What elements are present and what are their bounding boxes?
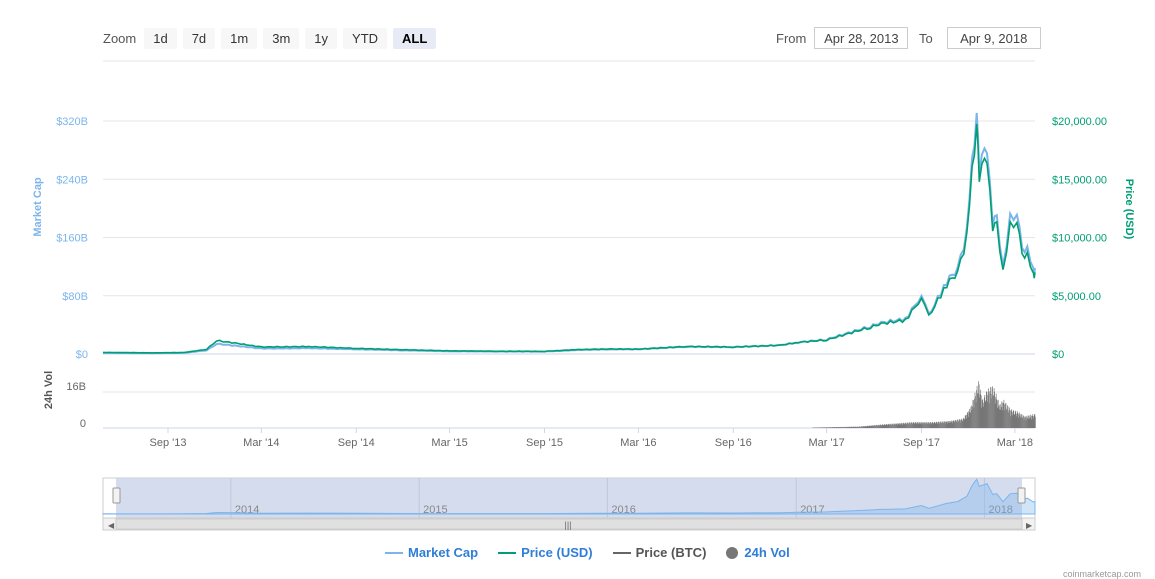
legend-price-btc-label: Price (BTC) <box>636 545 707 560</box>
x-tick-label: Mar '16 <box>620 437 656 449</box>
volume-tick-16b: 16B <box>66 381 86 393</box>
left-axis: $0 $80B $160B $240B $320B <box>56 116 88 361</box>
scroll-right-arrow-icon[interactable]: ▶ <box>1026 521 1033 530</box>
legend-price-usd[interactable]: Price (USD) <box>498 545 593 560</box>
right-tick-label: $0 <box>1052 349 1064 361</box>
right-axis: $0 $5,000.00 $10,000.00 $15,000.00 $20,000.0… <box>1052 116 1107 361</box>
left-tick-label: $80B <box>62 291 88 303</box>
legend-24h-vol-label: 24h Vol <box>744 545 789 560</box>
x-tick-label: Mar '17 <box>808 437 844 449</box>
series-lines <box>103 113 1035 353</box>
legend-market-cap-label: Market Cap <box>408 545 478 560</box>
left-tick-label: $0 <box>76 349 88 361</box>
right-tick-label: $20,000.00 <box>1052 116 1107 128</box>
x-tick-label: Sep '15 <box>526 437 563 449</box>
legend-market-cap-swatch <box>385 552 403 554</box>
x-tick-label: Sep '16 <box>715 437 752 449</box>
x-tick-label: Mar '15 <box>431 437 467 449</box>
legend-24h-vol-swatch <box>726 547 738 559</box>
scrollbar-grip-icon: ||| <box>564 520 571 530</box>
right-axis-title: Price (USD) <box>1123 179 1135 240</box>
x-tick-label: Mar '18 <box>997 437 1033 449</box>
x-tick-label: Sep '17 <box>903 437 940 449</box>
legend-price-btc-swatch <box>613 552 631 554</box>
scroll-left-arrow-icon[interactable]: ◀ <box>108 521 115 530</box>
x-tick-label: Mar '14 <box>243 437 279 449</box>
left-tick-label: $320B <box>56 116 88 128</box>
x-tick-label: Sep '13 <box>150 437 187 449</box>
left-tick-label: $160B <box>56 233 88 245</box>
grid <box>103 121 1035 428</box>
market-cap-line <box>103 113 1035 353</box>
volume-tick-0: 0 <box>80 418 86 430</box>
volume-bar <box>1035 417 1036 428</box>
legend-price-usd-swatch <box>498 552 516 554</box>
legend: Market Cap Price (USD) Price (BTC) 24h V… <box>385 545 810 560</box>
watermark: coinmarketcap.com <box>1063 569 1141 579</box>
legend-market-cap[interactable]: Market Cap <box>385 545 478 560</box>
right-tick-label: $10,000.00 <box>1052 233 1107 245</box>
right-tick-label: $5,000.00 <box>1052 291 1101 303</box>
legend-price-usd-label: Price (USD) <box>521 545 593 560</box>
navigator-left-handle[interactable] <box>113 488 120 503</box>
volume-axis-title: 24h Vol <box>43 371 55 409</box>
navigator-right-handle[interactable] <box>1018 488 1025 503</box>
left-axis-title: Market Cap <box>32 177 44 237</box>
left-tick-label: $240B <box>56 174 88 186</box>
right-tick-label: $15,000.00 <box>1052 174 1107 186</box>
volume-bars <box>812 381 1036 428</box>
price-usd-line <box>103 124 1035 353</box>
x-tick-label: Sep '14 <box>338 437 375 449</box>
x-axis: Sep '13 Mar '14 Sep '14 Mar '15 Sep '15 Mar '… <box>150 428 1034 449</box>
legend-24h-vol[interactable]: 24h Vol <box>726 545 789 560</box>
legend-price-btc[interactable]: Price (BTC) <box>613 545 707 560</box>
